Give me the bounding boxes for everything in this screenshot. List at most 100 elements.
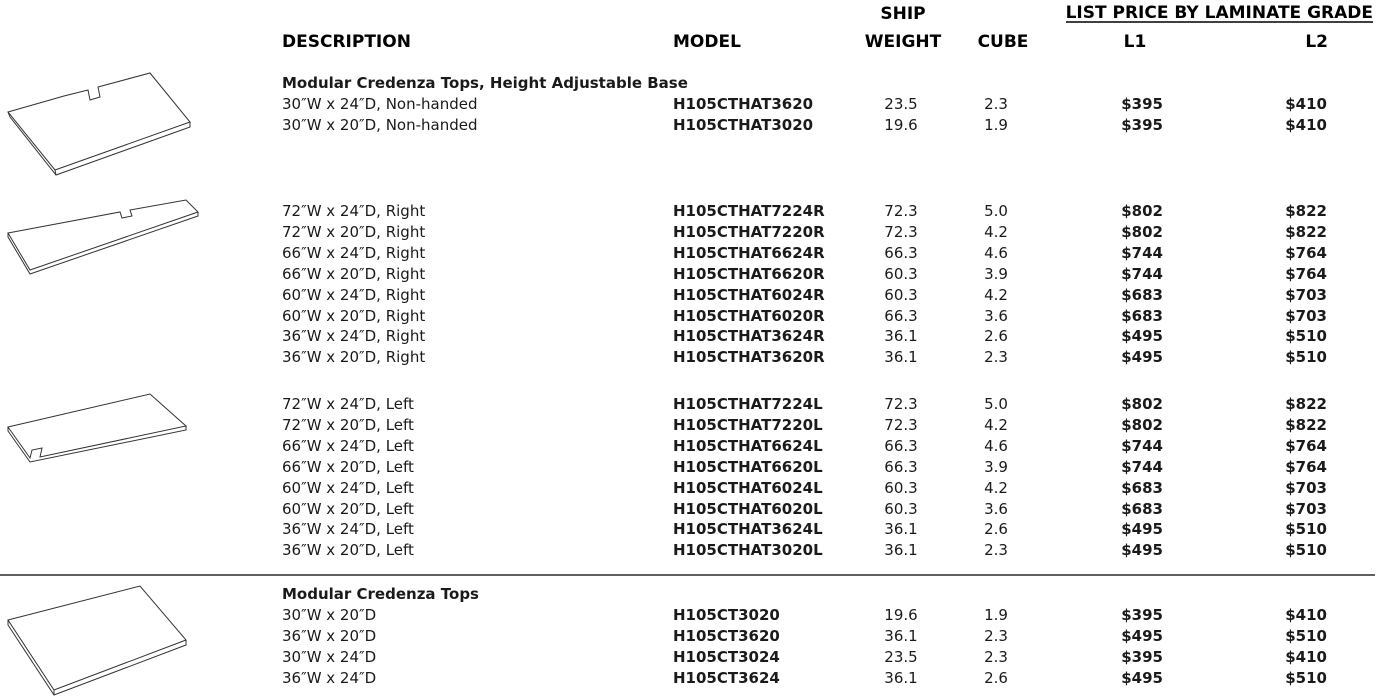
- header-weight: WEIGHT: [864, 32, 942, 52]
- section-title: Modular Credenza Tops, Height Adjustable…: [282, 74, 688, 92]
- cube: 2.6: [984, 520, 1008, 539]
- model: H105CTHAT3620: [673, 94, 814, 113]
- header-l2: L2: [1305, 32, 1328, 52]
- description: 30″W x 20″D: [282, 605, 377, 624]
- description: 72″W x 20″D, Left: [282, 415, 414, 434]
- description: 72″W x 20″D, Right: [282, 222, 426, 241]
- description: 60″W x 24″D, Left: [282, 478, 414, 497]
- price-l2: $822: [1285, 395, 1327, 413]
- price-l1: $495: [1121, 541, 1163, 560]
- ship-weight: 19.6: [884, 115, 918, 134]
- description: 30″W x 24″D, Non-handed: [282, 94, 478, 113]
- cube: 4.2: [984, 285, 1008, 304]
- price-l2: $410: [1285, 605, 1327, 624]
- price-l1: $495: [1121, 327, 1163, 346]
- price-l2: $822: [1285, 202, 1327, 220]
- price-l1: $495: [1121, 626, 1163, 645]
- model: H105CT3020: [673, 605, 780, 624]
- description: 66″W x 20″D, Right: [282, 264, 426, 283]
- ship-weight: 36.1: [884, 520, 918, 539]
- price-l2: $510: [1285, 520, 1327, 539]
- cube: 4.6: [984, 243, 1008, 262]
- header-l1: L1: [1123, 32, 1147, 52]
- price-l2: $764: [1285, 243, 1327, 262]
- price-l2: $822: [1285, 415, 1327, 434]
- model: H105CTHAT6624L: [673, 436, 823, 455]
- cube: 2.6: [984, 668, 1008, 687]
- cube: 2.6: [984, 327, 1008, 346]
- header-cube: CUBE: [977, 32, 1029, 52]
- ship-weight: 36.1: [884, 626, 918, 645]
- ship-weight: 36.1: [884, 541, 918, 560]
- price-l2: $703: [1285, 285, 1327, 304]
- ship-weight: 36.1: [884, 327, 918, 346]
- price-l1: $744: [1121, 243, 1163, 262]
- price-l2: $510: [1285, 348, 1327, 367]
- model: H105CTHAT3020: [673, 115, 814, 134]
- section-title: Modular Credenza Tops: [282, 585, 479, 603]
- price-l2: $410: [1285, 115, 1327, 134]
- ship-weight: 72.3: [884, 395, 918, 413]
- top-image-2: [7, 199, 199, 275]
- ship-weight: 60.3: [884, 285, 918, 304]
- description: 66″W x 24″D, Right: [282, 243, 426, 262]
- cube: 5.0: [984, 395, 1008, 413]
- cube: 3.9: [984, 457, 1008, 476]
- cube: 4.2: [984, 415, 1008, 434]
- price-l2: $510: [1285, 626, 1327, 645]
- price-l2: $764: [1285, 436, 1327, 455]
- model: H105CTHAT6620R: [673, 264, 825, 283]
- cube: 2.3: [984, 541, 1008, 560]
- model: H105CTHAT6020R: [673, 306, 825, 325]
- price-l2: $510: [1285, 541, 1327, 560]
- price-l2: $764: [1285, 457, 1327, 476]
- description: 36″W x 20″D, Left: [282, 541, 414, 560]
- price-l2: $410: [1285, 647, 1327, 666]
- model: H105CT3024: [673, 647, 780, 666]
- price-l2: $703: [1285, 478, 1327, 497]
- model: H105CT3624: [673, 668, 780, 687]
- price-l1: $744: [1121, 264, 1163, 283]
- price-l1: $683: [1121, 306, 1163, 325]
- model: H105CTHAT3624L: [673, 520, 823, 539]
- ship-weight: 60.3: [884, 264, 918, 283]
- cube: 2.3: [984, 348, 1008, 367]
- model: H105CTHAT7224L: [673, 395, 823, 413]
- model: H105CTHAT3620R: [673, 348, 825, 367]
- model: H105CTHAT3020L: [673, 541, 823, 560]
- header-list-price: LIST PRICE BY LAMINATE GRADE: [1065, 3, 1373, 23]
- price-l1: $744: [1121, 436, 1163, 455]
- price-l2: $703: [1285, 306, 1327, 325]
- description: 60″W x 20″D, Right: [282, 306, 426, 325]
- ship-weight: 23.5: [884, 647, 918, 666]
- price-l1: $495: [1121, 668, 1163, 687]
- price-l1: $683: [1121, 499, 1163, 518]
- description: 36″W x 20″D, Right: [282, 348, 426, 367]
- cube: 4.6: [984, 436, 1008, 455]
- cube: 4.2: [984, 478, 1008, 497]
- header-description: DESCRIPTION: [282, 32, 411, 52]
- cube: 3.6: [984, 499, 1008, 518]
- description: 66″W x 20″D, Left: [282, 457, 414, 476]
- cube: 2.3: [984, 647, 1008, 666]
- cube: 4.2: [984, 222, 1008, 241]
- model: H105CTHAT7224R: [673, 202, 825, 220]
- price-l1: $802: [1121, 222, 1163, 241]
- model: H105CTHAT3624R: [673, 327, 825, 346]
- price-l1: $495: [1121, 348, 1163, 367]
- model: H105CTHAT6020L: [673, 499, 823, 518]
- price-l2: $510: [1285, 327, 1327, 346]
- ship-weight: 66.3: [884, 436, 918, 455]
- price-l1: $395: [1121, 647, 1163, 666]
- description: 36″W x 24″D, Right: [282, 327, 426, 346]
- description: 36″W x 20″D: [282, 626, 377, 645]
- top-image-4: [7, 585, 187, 696]
- header-model: MODEL: [673, 32, 741, 52]
- price-l2: $764: [1285, 264, 1327, 283]
- ship-weight: 36.1: [884, 348, 918, 367]
- ship-weight: 72.3: [884, 202, 918, 220]
- model: H105CTHAT7220R: [673, 222, 825, 241]
- description: 66″W x 24″D, Left: [282, 436, 414, 455]
